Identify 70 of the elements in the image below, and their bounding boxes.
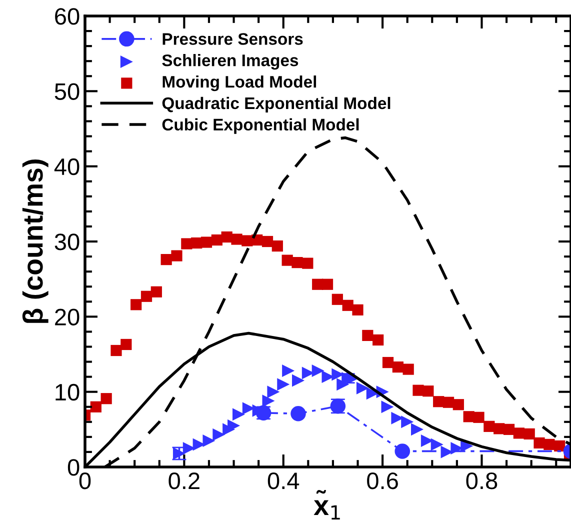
point (312, 364, 324, 378)
point (292, 374, 304, 387)
point (402, 364, 414, 375)
point (100, 393, 112, 404)
y-tick-label: 30 (54, 234, 80, 250)
point (322, 278, 334, 290)
point (171, 250, 182, 262)
point (277, 378, 290, 391)
point (232, 408, 245, 421)
y-tick-label: 20 (55, 308, 80, 326)
point (302, 258, 314, 269)
legend-label: Moving Load Model (162, 75, 316, 92)
point (382, 356, 394, 368)
y-tick-label: 0 (68, 459, 80, 476)
point (90, 401, 102, 412)
point (442, 396, 454, 408)
point (503, 424, 515, 435)
point (352, 304, 364, 316)
point (473, 412, 484, 423)
point (160, 254, 172, 266)
point (381, 400, 394, 414)
point (544, 438, 555, 450)
x-tick-label: 0.2 (168, 472, 200, 490)
point (362, 330, 374, 342)
point (411, 423, 424, 436)
point (292, 256, 303, 268)
point (262, 236, 274, 248)
legend-label: Quadratic Exponential Model (162, 96, 390, 112)
point (394, 444, 410, 459)
point (120, 338, 132, 350)
point (290, 406, 306, 422)
x-tick-label: 0.4 (268, 472, 300, 490)
point (211, 234, 222, 246)
point (524, 428, 535, 440)
point (372, 334, 384, 346)
y-tick-label: 60 (55, 8, 80, 25)
point (452, 399, 464, 410)
legend-label: Schlieren Images (162, 54, 298, 70)
y-tick-label: 40 (54, 158, 80, 176)
point (433, 396, 444, 408)
y-tick-label: 50 (54, 83, 80, 100)
point (130, 299, 142, 310)
x-tick-label: 0.8 (466, 472, 498, 490)
x-axis-title: x̃$_{1}$ (314, 490, 340, 520)
point (342, 300, 354, 311)
point (513, 428, 524, 439)
point (202, 434, 216, 447)
point (356, 382, 369, 394)
point (150, 286, 162, 298)
point (110, 344, 122, 356)
x-tick-label: 0.6 (367, 472, 398, 490)
y-tick-label: 10 (56, 384, 80, 401)
point (200, 236, 212, 248)
point (231, 234, 242, 245)
point (332, 294, 343, 305)
point (554, 440, 566, 452)
x-tick-label: 0 (79, 472, 91, 490)
point (392, 361, 404, 373)
point (267, 386, 280, 398)
point (401, 416, 414, 428)
legend-label: Pressure Sensors (162, 33, 303, 45)
point (272, 240, 283, 252)
point (212, 428, 226, 441)
legend-label: Cubic Exponential Model (162, 118, 359, 134)
point (422, 386, 434, 397)
point (140, 290, 152, 302)
point (494, 423, 505, 434)
point (430, 438, 444, 451)
point (282, 364, 295, 378)
y-axis-title: β (count/ms) (22, 160, 48, 323)
